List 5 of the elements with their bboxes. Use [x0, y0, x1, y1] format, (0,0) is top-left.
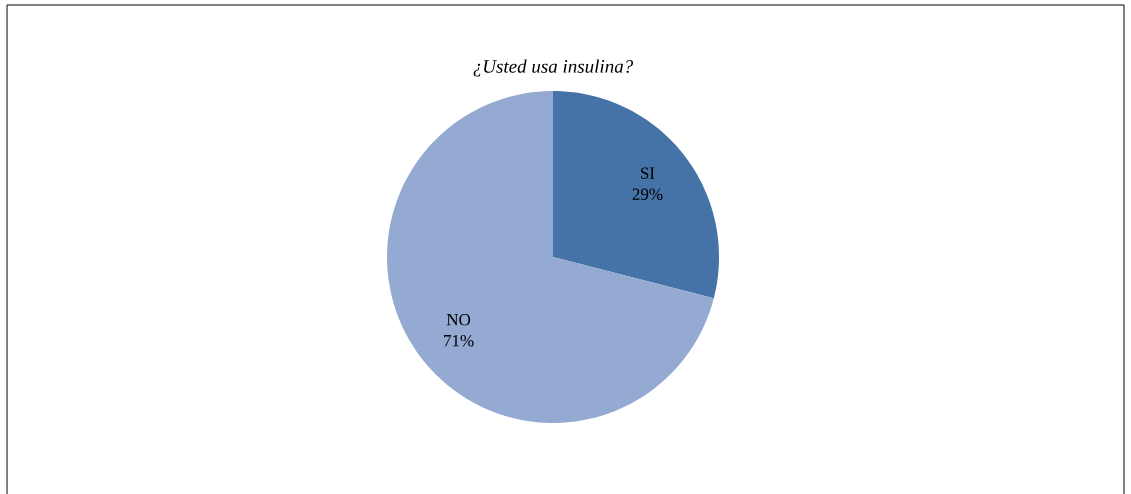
- slice-label: SI: [641, 167, 655, 179]
- data-label: 29%: [632, 188, 663, 200]
- chart-title: ¿Usted usa insulina?: [473, 59, 634, 77]
- data-label: 71%: [444, 334, 474, 347]
- slice-label: NO: [446, 313, 471, 326]
